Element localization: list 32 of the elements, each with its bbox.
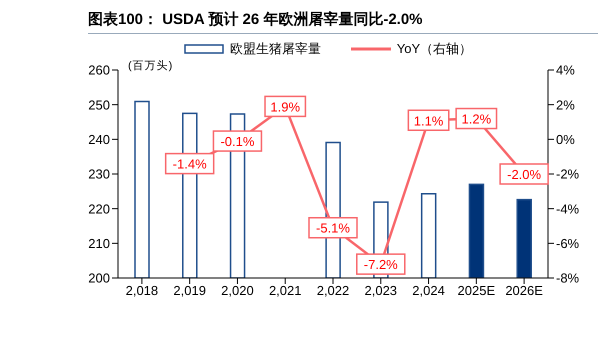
- legend-label: YoY（右轴）: [396, 40, 472, 58]
- x-tick-label: 2,022: [316, 283, 350, 298]
- y2-tick-label: -6%: [556, 236, 580, 251]
- y-tick-label: 240: [88, 132, 110, 147]
- y-tick-label: 260: [88, 62, 110, 78]
- x-tick-label: 2,024: [412, 283, 445, 298]
- y-tick-label: 250: [88, 97, 110, 112]
- y-axis-title: (百万头): [128, 59, 174, 73]
- x-tick-label: 2,020: [221, 283, 254, 298]
- y-tick-label: 200: [88, 270, 110, 286]
- chart-title: 图表100： USDA 预计 26 年欧洲屠宰量同比-2.0%: [88, 10, 598, 34]
- y2-tick-label: 0%: [556, 132, 576, 147]
- y2-tick-label: -8%: [556, 270, 580, 286]
- y-tick-label: 230: [88, 166, 110, 182]
- y-tick-label: 220: [88, 201, 110, 216]
- x-tick-label: 2,018: [126, 283, 158, 298]
- data-label: -1.4%: [172, 156, 208, 172]
- x-tick-label: 2026E: [505, 283, 544, 298]
- y2-tick-label: 2%: [556, 97, 576, 112]
- data-label: -0.1%: [220, 134, 255, 150]
- x-tick-label: 2,019: [173, 283, 206, 298]
- x-tick-label: 2,021: [268, 283, 302, 298]
- data-label: -7.2%: [364, 257, 398, 272]
- y2-tick-label: -4%: [556, 201, 580, 216]
- y2-tick-label: -2%: [556, 166, 580, 182]
- data-label: -2.0%: [507, 167, 542, 182]
- data-label: -5.1%: [316, 220, 350, 236]
- x-tick-label: 2,023: [364, 283, 398, 298]
- legend-label: 欧盟生猪屠宰量: [230, 40, 321, 58]
- y-tick-label: 210: [88, 236, 110, 251]
- y2-tick-label: 4%: [556, 62, 576, 78]
- x-tick-label: 2025E: [458, 283, 496, 298]
